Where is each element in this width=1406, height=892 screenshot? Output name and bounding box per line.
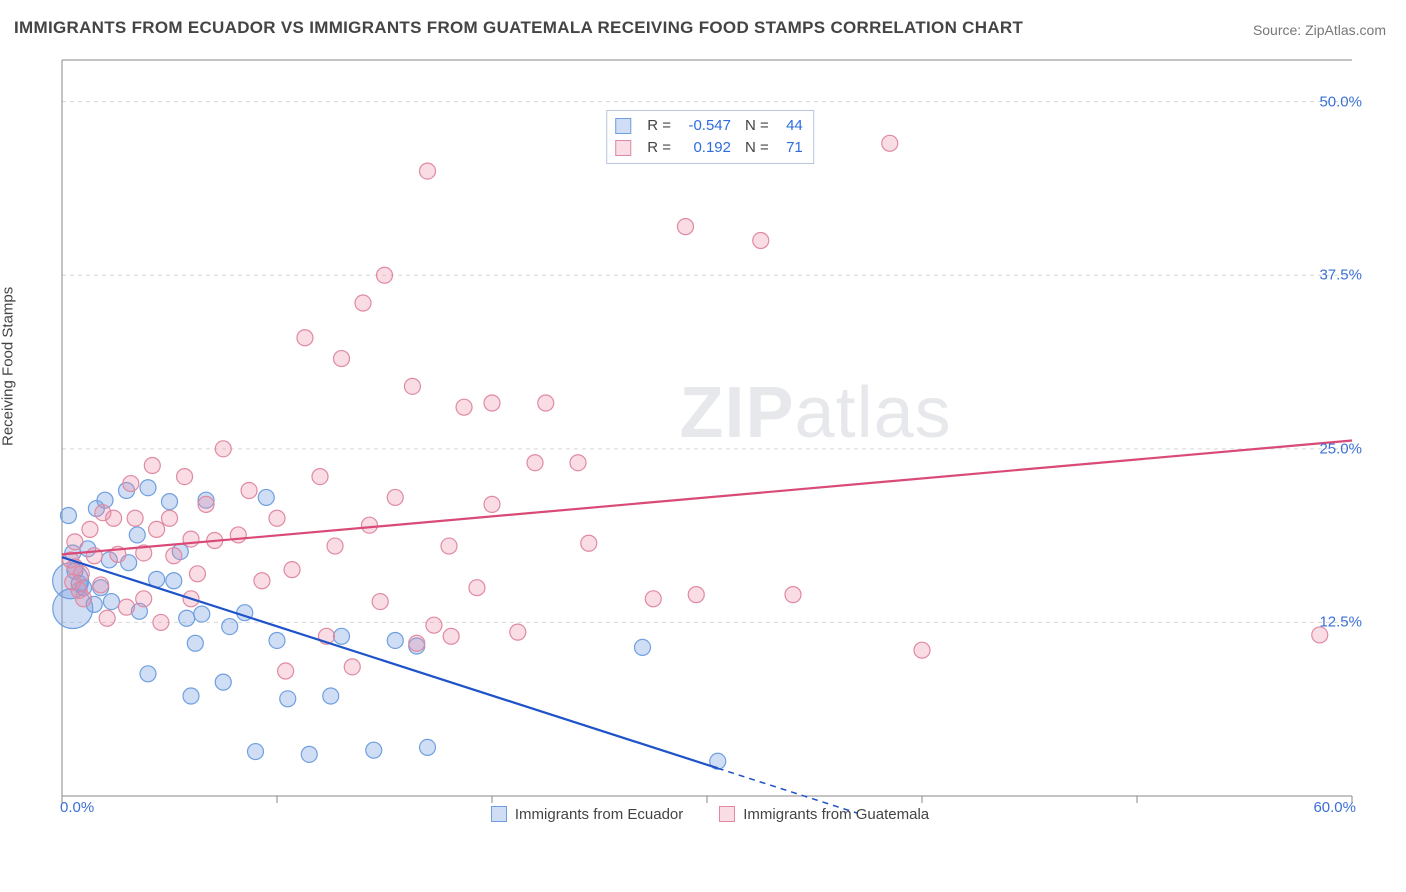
x-max-label: 60.0%: [1313, 799, 1356, 816]
ytick-label: 25.0%: [1319, 440, 1362, 457]
y-axis-label: Receiving Food Stamps: [0, 287, 17, 446]
chart-container: IMMIGRANTS FROM ECUADOR VS IMMIGRANTS FR…: [0, 0, 1406, 892]
chart-title: IMMIGRANTS FROM ECUADOR VS IMMIGRANTS FR…: [14, 18, 1023, 38]
correlation-legend: R =-0.547N =44R =0.192N =71: [606, 110, 814, 164]
legend-row: R =0.192N =71: [615, 137, 803, 159]
x-min-label: 0.0%: [60, 799, 94, 816]
series-legend: 0.0% Immigrants from EcuadorImmigrants f…: [50, 806, 1370, 827]
plot-area: ZIPatlas R =-0.547N =44R =0.192N =71 12.…: [50, 54, 1370, 834]
legend-swatch: [491, 806, 507, 822]
legend-item: Immigrants from Ecuador: [491, 806, 683, 823]
legend-item: Immigrants from Guatemala: [719, 806, 929, 823]
ytick-label: 37.5%: [1319, 267, 1362, 284]
legend-swatch: [719, 806, 735, 822]
legend-swatch: [615, 140, 631, 156]
ytick-label: 12.5%: [1319, 614, 1362, 631]
legend-swatch: [615, 118, 631, 134]
legend-row: R =-0.547N =44: [615, 115, 803, 137]
legend-label: Immigrants from Guatemala: [743, 806, 929, 823]
source-attribution: Source: ZipAtlas.com: [1253, 22, 1386, 38]
legend-label: Immigrants from Ecuador: [515, 806, 683, 823]
ytick-label: 50.0%: [1319, 93, 1362, 110]
scatter-svg: [50, 54, 1370, 834]
